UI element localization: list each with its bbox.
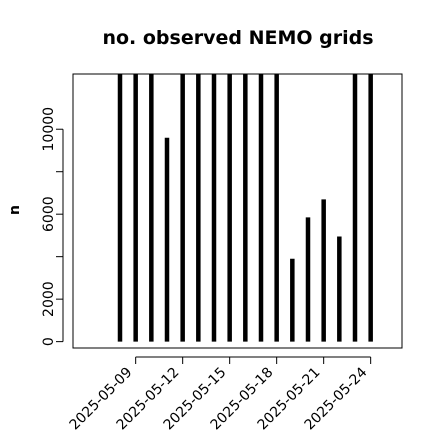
chart-title: no. observed NEMO grids xyxy=(102,27,373,49)
y-tick-label-0: 0 xyxy=(41,337,57,346)
bars-group xyxy=(117,74,373,342)
x-axis: 2025-05-092025-05-122025-05-152025-05-18… xyxy=(67,356,372,433)
plot-frame xyxy=(72,73,403,349)
y-tick-label-6000: 6000 xyxy=(41,196,57,232)
y-axis: 0 2000 6000 10000 xyxy=(41,107,64,346)
y-axis-label: n xyxy=(7,205,23,215)
y-tick-label-10000: 10000 xyxy=(41,107,57,152)
y-tick-label-2000: 2000 xyxy=(41,281,57,317)
